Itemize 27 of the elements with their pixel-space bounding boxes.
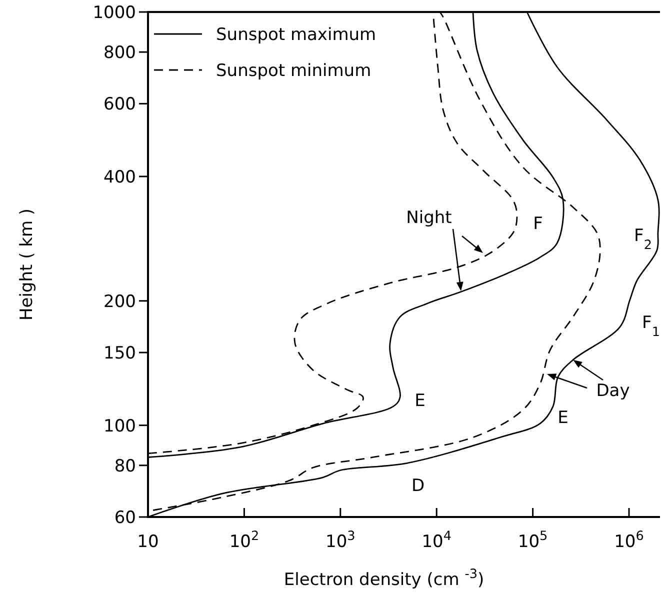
y-axis-title: Height ( km ) [17,208,37,321]
y-tick-label: 80 [114,456,136,476]
y-tick-label: 100 [104,416,136,436]
y-tick-label: 600 [104,94,136,115]
y-tick-label: 800 [104,43,136,64]
annotation: F$_{2}$ [634,226,652,252]
x-tick-label: 10 [137,532,159,552]
y-tick-label: 1000 [92,2,136,23]
annotation: Day [596,380,630,401]
legend-label: Sunspot maximum [216,24,376,45]
legend-label: Sunspot minimum [216,60,372,81]
x-axis-title: Electron density (cm $^{-3}$) [284,566,484,590]
y-tick-label: 200 [104,292,136,312]
y-tick-label: 150 [104,343,136,364]
x-tick-label: 10$^{3}$ [326,528,356,552]
annotation: F [533,214,543,234]
x-tick-label: 10$^{5}$ [518,528,548,552]
x-tick-label: 10$^{6}$ [614,528,644,552]
annotation: Night [406,208,452,228]
annotation: E [414,390,426,411]
x-tick-label: 10$^{4}$ [422,528,452,552]
x-tick-label: 10$^{2}$ [229,528,260,552]
annotation: D [411,476,425,496]
y-tick-label: 60 [114,508,136,528]
annotation: E [558,408,568,428]
annotation: F$_{1}$ [642,312,660,340]
y-tick-label: 400 [104,167,136,188]
